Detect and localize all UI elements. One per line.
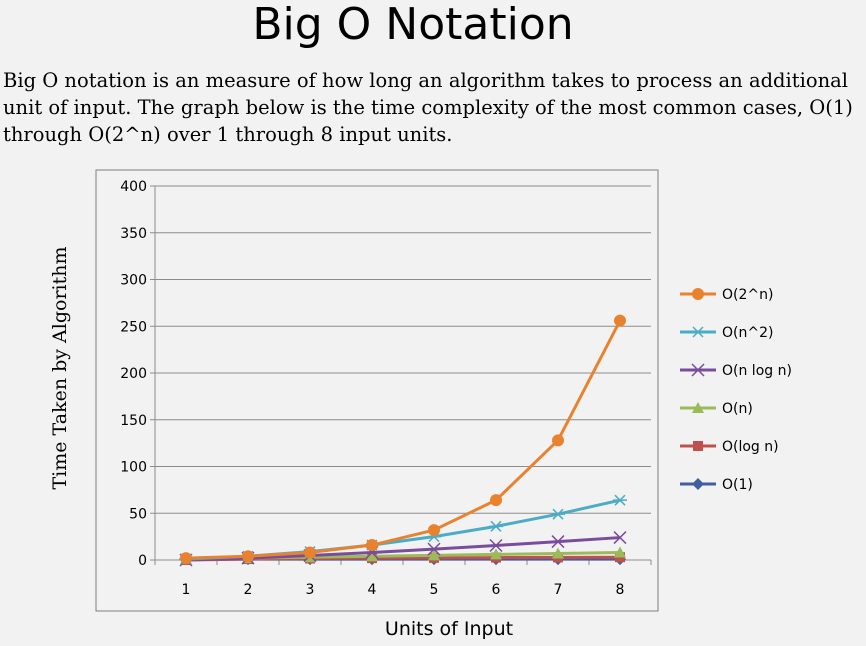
data-point [304, 546, 316, 559]
legend-marker [692, 478, 704, 490]
legend-marker [693, 441, 703, 451]
y-tick-label: 50 [129, 506, 147, 522]
series-line [185, 319, 622, 560]
x-tick-label: 1 [182, 582, 191, 598]
data-point [613, 494, 627, 506]
legend-marker [692, 288, 704, 300]
data-point [614, 314, 626, 327]
legend-item: O(log n) [680, 439, 779, 455]
data-point [551, 535, 565, 549]
y-tick-label: 400 [120, 179, 147, 195]
description: Big O notation is an measure of how long… [3, 67, 865, 148]
chart-frame [95, 169, 659, 612]
description-line: Big O notation is an measure of how long… [3, 69, 849, 92]
legend-item: O(2^n) [680, 287, 773, 303]
legend-item: O(n) [680, 401, 753, 417]
x-tick-label: 4 [368, 582, 377, 598]
legend-marker [692, 402, 704, 413]
data-point [551, 508, 565, 520]
series-line [185, 536, 621, 562]
data-point [490, 548, 502, 560]
data-point [614, 546, 626, 558]
x-tick-label: 5 [430, 582, 439, 598]
legend-label: O(n log n) [722, 363, 792, 379]
y-tick-label: 0 [138, 553, 147, 569]
legend-marker [691, 363, 705, 377]
data-point [366, 550, 378, 562]
legend-label: O(1) [722, 477, 753, 493]
data-point [613, 531, 627, 545]
y-tick-label: 250 [120, 319, 147, 335]
data-point [180, 552, 192, 565]
legend-label: O(log n) [722, 439, 779, 455]
data-point [552, 434, 564, 447]
description-line: through O(2^n) over 1 through 8 input un… [3, 123, 453, 146]
legend-label: O(n) [722, 401, 753, 417]
data-point [242, 550, 254, 563]
page-title: Big O Notation [252, 0, 574, 50]
legend: O(2^n) O(n^2) O(n log n) O(n) O(log n) O(1) [680, 287, 792, 493]
x-tick-label: 7 [554, 582, 563, 598]
data-point [428, 524, 440, 537]
description-line: unit of input. The graph below is the ti… [3, 96, 853, 119]
legend-item: O(n log n) [680, 363, 792, 379]
y-tick-label: 300 [120, 273, 147, 289]
y-tick-label: 350 [120, 226, 147, 242]
legend-label: O(n^2) [722, 325, 773, 341]
legend-item: O(1) [680, 477, 753, 493]
data-point [366, 539, 378, 552]
y-tick-label: 200 [120, 366, 147, 382]
legend-item: O(n^2) [680, 325, 773, 341]
series-o-2-n [180, 314, 626, 565]
data-point [490, 494, 502, 507]
x-tick-label: 2 [244, 582, 253, 598]
data-point [552, 547, 564, 559]
x-tick-label: 3 [306, 582, 315, 598]
x-axis-title: Units of Input [384, 618, 514, 640]
x-tick-label: 6 [492, 582, 501, 598]
data-point [489, 538, 503, 553]
x-tick-label: 8 [616, 582, 625, 598]
data-point [428, 549, 440, 561]
y-tick-label: 100 [120, 460, 147, 476]
data-point [489, 520, 503, 532]
legend-label: O(2^n) [722, 287, 773, 303]
y-axis-title: Time Taken by Algorithm [49, 246, 71, 490]
legend-marker [691, 326, 705, 338]
data-point [427, 542, 441, 556]
y-tick-label: 150 [120, 413, 147, 429]
